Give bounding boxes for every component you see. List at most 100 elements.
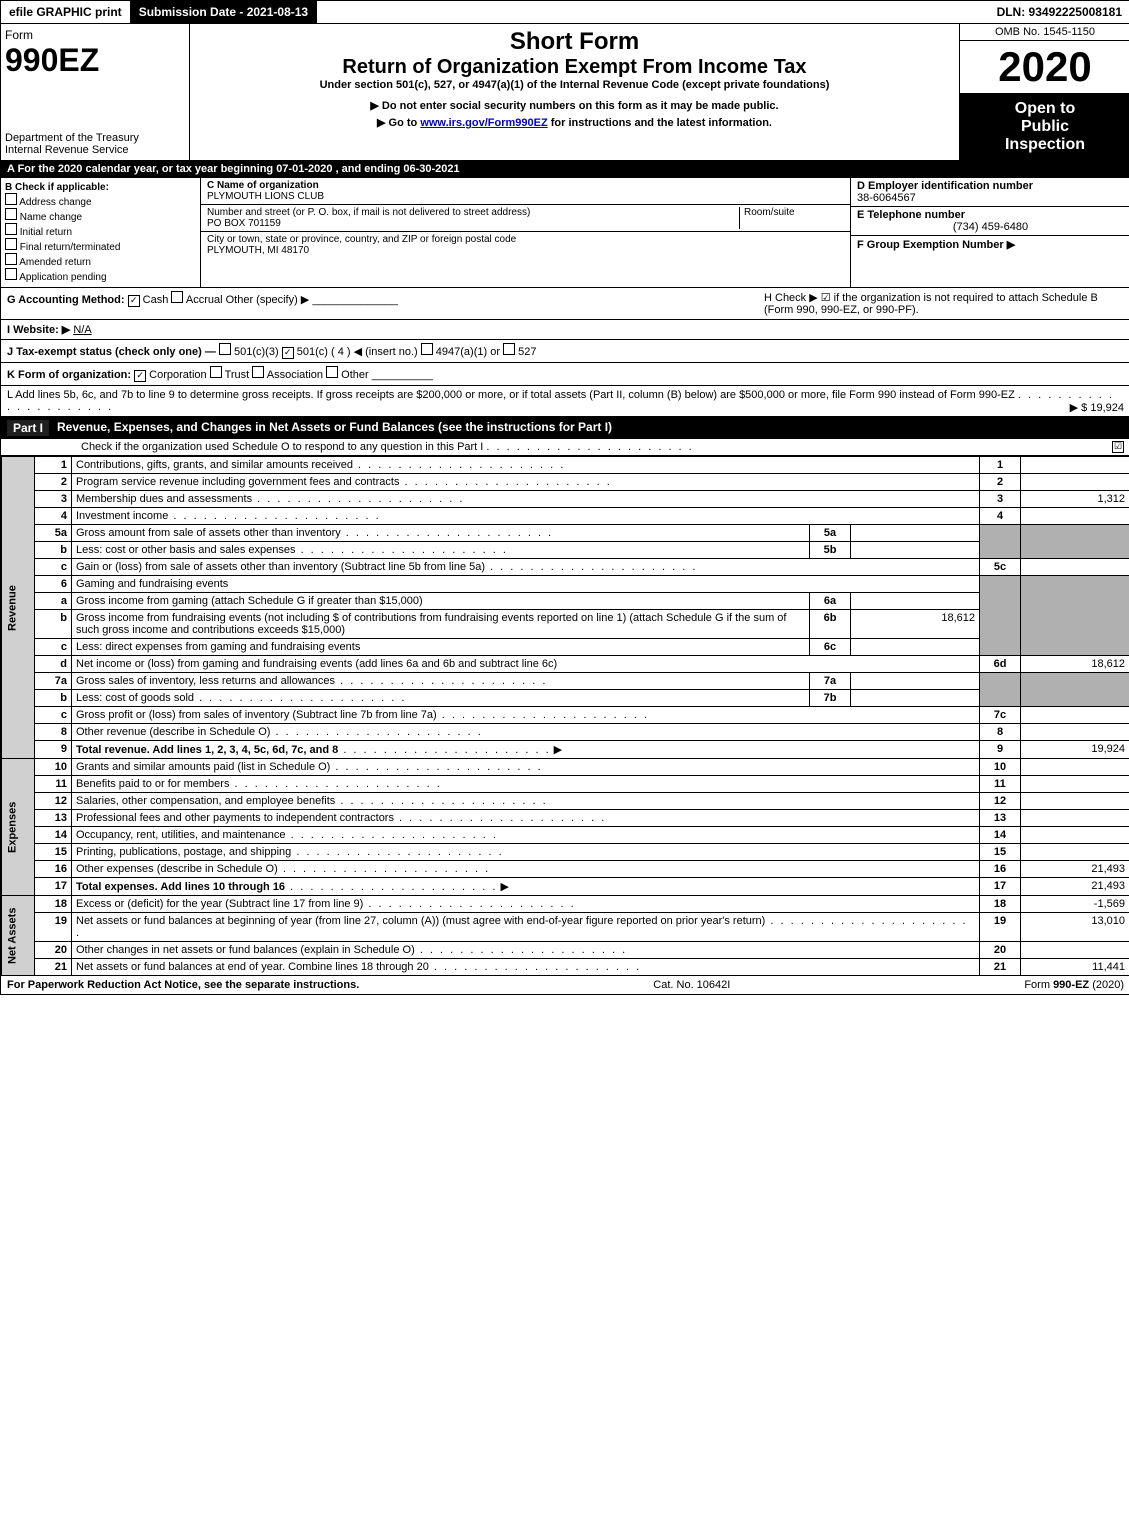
open3: Inspection (966, 136, 1124, 154)
ln-6: 6 (35, 576, 72, 593)
j-501c3-checkbox[interactable] (219, 343, 231, 355)
shade-6abc-v (1021, 576, 1129, 656)
col-10: 10 (980, 759, 1021, 776)
val-12 (1021, 793, 1129, 810)
col-3: 3 (980, 491, 1021, 508)
ln-18: 18 (35, 896, 72, 913)
k-assoc: Association (267, 369, 323, 381)
dept-treasury: Department of the Treasury Internal Reve… (5, 132, 185, 156)
val-11 (1021, 776, 1129, 793)
mval-7b (851, 690, 980, 707)
dln: DLN: 93492225008181 (989, 1, 1129, 23)
j-4947-checkbox[interactable] (421, 343, 433, 355)
desc-13: Professional fees and other payments to … (72, 810, 980, 827)
city-row: City or town, state or province, country… (201, 232, 850, 258)
desc-7a: Gross sales of inventory, less returns a… (72, 673, 810, 690)
desc-11: Benefits paid to or for members (72, 776, 980, 793)
under-section: Under section 501(c), 527, or 4947(a)(1)… (198, 79, 951, 91)
desc-9: Total revenue. Add lines 1, 2, 3, 4, 5c,… (72, 741, 980, 759)
shade-7ab-v (1021, 673, 1129, 707)
mini-7b: 7b (810, 690, 851, 707)
j-527-checkbox[interactable] (503, 343, 515, 355)
street-row: Number and street (or P. O. box, if mail… (201, 205, 850, 232)
part1-label: Part I (7, 420, 49, 436)
val-13 (1021, 810, 1129, 827)
ln-5c: c (35, 559, 72, 576)
mval-5a (851, 525, 980, 542)
header-right: OMB No. 1545-1150 2020 Open to Public In… (959, 24, 1129, 160)
ln-17: 17 (35, 878, 72, 896)
footer: For Paperwork Reduction Act Notice, see … (1, 976, 1129, 994)
irs-link[interactable]: www.irs.gov/Form990EZ (420, 117, 547, 129)
desc-7b: Less: cost of goods sold (72, 690, 810, 707)
section-def: D Employer identification number 38-6064… (850, 178, 1129, 287)
ln-13: 13 (35, 810, 72, 827)
desc-1: Contributions, gifts, grants, and simila… (72, 457, 980, 474)
k-other-checkbox[interactable] (326, 366, 338, 378)
section-bcd: B Check if applicable: Address change Na… (1, 178, 1129, 288)
k-other: Other (341, 369, 369, 381)
ln-15: 15 (35, 844, 72, 861)
col-6d: 6d (980, 656, 1021, 673)
j-501c-checkbox[interactable]: ✓ (282, 347, 294, 359)
desc-12: Salaries, other compensation, and employ… (72, 793, 980, 810)
b-title: B Check if applicable: (5, 182, 196, 193)
b-opt-name[interactable]: Name change (5, 208, 196, 223)
b-opt-address[interactable]: Address change (5, 193, 196, 208)
val-14 (1021, 827, 1129, 844)
k-trust-checkbox[interactable] (210, 366, 222, 378)
part1-title: Revenue, Expenses, and Changes in Net As… (57, 420, 612, 436)
mini-7a: 7a (810, 673, 851, 690)
col-20: 20 (980, 942, 1021, 959)
col-17: 17 (980, 878, 1021, 896)
b-opt-pending[interactable]: Application pending (5, 268, 196, 283)
part1-checkbox[interactable]: ☑ (1112, 441, 1124, 453)
cash-checkbox[interactable]: ✓ (128, 295, 140, 307)
desc-5a: Gross amount from sale of assets other t… (72, 525, 810, 542)
l-amount: ▶ $ 19,924 (1070, 401, 1124, 414)
desc-14: Occupancy, rent, utilities, and maintena… (72, 827, 980, 844)
org-name-row: C Name of organization PLYMOUTH LIONS CL… (201, 178, 850, 205)
col-4: 4 (980, 508, 1021, 525)
desc-10: Grants and similar amounts paid (list in… (72, 759, 980, 776)
k-assoc-checkbox[interactable] (252, 366, 264, 378)
ln-7b: b (35, 690, 72, 707)
row-i: I Website: ▶ N/A (1, 320, 1129, 340)
ln-6d: d (35, 656, 72, 673)
i-label: I Website: ▶ (7, 324, 70, 336)
mini-6c: 6c (810, 639, 851, 656)
ln-19: 19 (35, 913, 72, 942)
section-l: L Add lines 5b, 6c, and 7b to line 9 to … (1, 386, 1129, 417)
desc-4: Investment income (72, 508, 980, 525)
col-2: 2 (980, 474, 1021, 491)
val-3: 1,312 (1021, 491, 1129, 508)
desc-19: Net assets or fund balances at beginning… (72, 913, 980, 942)
b-opt-amended[interactable]: Amended return (5, 253, 196, 268)
desc-17: Total expenses. Add lines 10 through 16 … (72, 878, 980, 896)
top-bar: efile GRAPHIC print Submission Date - 20… (1, 1, 1129, 24)
tax-year: 2020 (960, 41, 1129, 94)
val-19: 13,010 (1021, 913, 1129, 942)
desc-5b: Less: cost or other basis and sales expe… (72, 542, 810, 559)
desc-3: Membership dues and assessments (72, 491, 980, 508)
b-opt-final[interactable]: Final return/terminated (5, 238, 196, 253)
desc-21: Net assets or fund balances at end of ye… (72, 959, 980, 976)
note-link-row: ▶ Go to www.irs.gov/Form990EZ for instru… (198, 116, 951, 129)
desc-6: Gaming and fundraising events (72, 576, 980, 593)
l-text: L Add lines 5b, 6c, and 7b to line 9 to … (7, 389, 1015, 401)
lines-table: Revenue 1 Contributions, gifts, grants, … (1, 456, 1129, 976)
side-net: Net Assets (2, 896, 35, 976)
j-opt2: 501(c) ( 4 ) ◀ (insert no.) (297, 346, 418, 358)
accrual-checkbox[interactable] (171, 291, 183, 303)
group-label: F Group Exemption Number ▶ (857, 238, 1124, 251)
col-13: 13 (980, 810, 1021, 827)
mval-6a (851, 593, 980, 610)
k-corp-checkbox[interactable]: ✓ (134, 370, 146, 382)
header-center: Short Form Return of Organization Exempt… (190, 24, 959, 160)
ln-5a: 5a (35, 525, 72, 542)
form-page: efile GRAPHIC print Submission Date - 20… (0, 0, 1129, 995)
val-10 (1021, 759, 1129, 776)
j-opt3: 4947(a)(1) or (436, 346, 500, 358)
b-opt-initial[interactable]: Initial return (5, 223, 196, 238)
g-label: G Accounting Method: (7, 294, 125, 306)
